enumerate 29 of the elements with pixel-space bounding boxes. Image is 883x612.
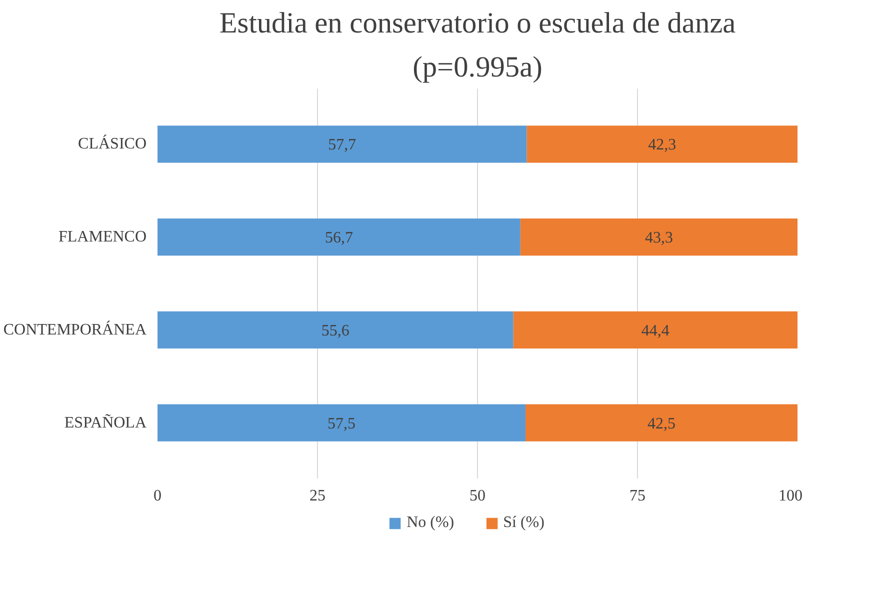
chart-title: Estudia en conservatorio o escuela de danza: [219, 8, 736, 40]
y-tick-label: ESPAÑOLA: [64, 413, 147, 432]
bar: [158, 311, 514, 348]
x-tick-label: 75: [630, 488, 646, 504]
bar: [158, 126, 527, 163]
x-tick-label: 25: [310, 488, 326, 504]
data-label: 55,6: [321, 322, 350, 340]
data-label: 57,7: [328, 136, 356, 154]
y-tick-label: CLÁSICO: [78, 134, 146, 153]
x-tick-label: 0: [154, 488, 162, 504]
bar: [513, 311, 798, 348]
bar: [520, 218, 798, 256]
data-label: 42,3: [648, 136, 676, 154]
x-tick-label: 100: [778, 488, 802, 504]
y-tick-label: CONTEMPORÁNEA: [3, 320, 147, 338]
data-label: 56,7: [324, 230, 353, 247]
data-label: 42,5: [648, 415, 676, 432]
bar: [158, 404, 526, 442]
bar: [526, 126, 798, 163]
chart-subtitle: (p=0.995a): [412, 52, 542, 84]
y-tick-label: FLAMENCO: [58, 228, 147, 246]
x-tick-label: 50: [470, 488, 486, 504]
legend-label: No (%): [406, 514, 454, 532]
data-label: 57,5: [328, 415, 356, 432]
data-label: 44,4: [641, 322, 670, 340]
legend-label: Sí (%): [503, 514, 544, 532]
bar: [158, 218, 520, 256]
bar: [526, 404, 798, 442]
data-label: 43,3: [644, 230, 673, 247]
